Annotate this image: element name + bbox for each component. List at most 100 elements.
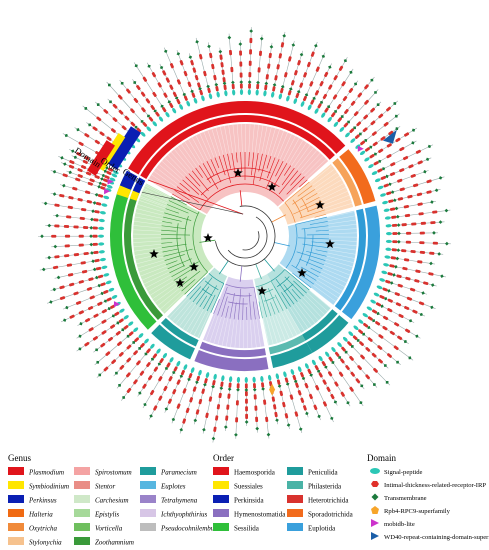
legend-genus-swatch <box>140 467 156 475</box>
transmembrane-diamond <box>411 141 415 145</box>
branch-tip <box>265 300 272 316</box>
transmembrane-diamond <box>160 104 164 108</box>
transmembrane-diamond <box>411 128 416 132</box>
legend-genus-swatch <box>74 509 90 517</box>
irp-domain-hexagon <box>399 168 405 173</box>
irp-domain-hexagon <box>415 149 422 154</box>
tip-leader <box>136 208 164 216</box>
signal-peptide-ellipse <box>271 91 275 98</box>
irp-domain-hexagon <box>430 221 436 225</box>
tip-leader <box>301 152 321 174</box>
signal-peptide-ellipse <box>380 193 386 197</box>
irp-domain-hexagon <box>118 109 124 115</box>
branch-stem <box>225 296 228 303</box>
signal-peptide-ellipse <box>385 232 392 236</box>
irp-domain-hexagon <box>199 89 204 96</box>
irp-domain-hexagon <box>236 383 240 389</box>
branch-tip <box>306 269 319 277</box>
irp-domain-hexagon <box>419 250 426 254</box>
signal-peptide-ellipse <box>213 373 217 380</box>
branch-stem <box>171 260 178 263</box>
irp-domain-hexagon <box>304 382 309 389</box>
irp-domain-hexagon <box>78 310 84 315</box>
legend-domain-hexagon-icon <box>371 481 379 487</box>
signal-peptide-ellipse <box>103 273 110 277</box>
branch-stem <box>284 198 290 203</box>
irp-domain-hexagon <box>352 335 358 341</box>
tip-leader <box>156 167 179 185</box>
irp-domain-hexagon <box>319 81 324 87</box>
branch-arc <box>292 199 303 218</box>
transmembrane-diamond <box>97 185 101 189</box>
tip-leader <box>251 124 255 153</box>
signal-peptide-ellipse <box>327 116 332 123</box>
transmembrane-diamond <box>390 190 395 194</box>
protein-domain-spoke <box>297 366 321 421</box>
irp-domain-hexagon <box>72 186 78 191</box>
irp-domain-hexagon <box>322 401 327 407</box>
branch-stem <box>221 283 225 290</box>
irp-domain-hexagon <box>355 378 361 384</box>
transmembrane-diamond <box>430 283 435 287</box>
transmembrane-diamond <box>121 328 125 332</box>
irp-domain-hexagon <box>230 66 234 73</box>
branch-tip <box>225 311 228 318</box>
irp-domain-hexagon <box>342 95 348 102</box>
transmembrane-diamond <box>372 319 376 323</box>
branch-tip <box>165 262 172 266</box>
branch-tip <box>182 179 195 191</box>
transmembrane-diamond <box>364 138 368 142</box>
tip-leader <box>217 317 225 345</box>
branch-tip <box>305 209 325 217</box>
irp-domain-hexagon <box>96 116 102 122</box>
irp-domain-hexagon <box>194 74 199 81</box>
tip-leader <box>282 135 296 162</box>
protein-domain-spoke <box>45 223 105 230</box>
irp-domain-hexagon <box>176 79 181 85</box>
protein-domain-spoke <box>51 242 105 249</box>
bootstrap-star <box>315 200 325 209</box>
branch-stem <box>185 218 192 221</box>
transmembrane-diamond <box>236 388 240 392</box>
tip-leader <box>160 290 182 310</box>
irp-domain-hexagon <box>383 315 389 321</box>
irp-domain-hexagon <box>389 264 395 268</box>
irp-domain-hexagon <box>73 253 80 257</box>
tip-leader <box>288 140 304 165</box>
irp-domain-hexagon <box>101 330 107 335</box>
transmembrane-diamond <box>376 103 380 106</box>
protein-domain-spoke <box>307 63 332 111</box>
irp-domain-hexagon <box>370 120 376 126</box>
branch-stem <box>300 266 307 271</box>
irp-domain-hexagon <box>185 407 190 414</box>
transmembrane-diamond <box>164 49 168 53</box>
irp-domain-hexagon <box>152 353 158 359</box>
branch-stem <box>296 251 303 254</box>
irp-domain-hexagon <box>77 174 83 178</box>
irp-domain-hexagon <box>158 376 163 382</box>
irp-domain-hexagon <box>93 250 99 255</box>
irp-domain-hexagon <box>248 83 251 89</box>
tip-leader <box>219 126 227 155</box>
irp-domain-hexagon <box>73 225 79 229</box>
branch-tip <box>198 165 208 179</box>
transmembrane-diamond <box>244 388 249 392</box>
branch-stem <box>270 280 275 287</box>
transmembrane-diamond <box>285 382 290 386</box>
classification-rings <box>110 101 380 372</box>
protein-domain-spoke <box>300 52 326 107</box>
protein-domain-spoke <box>345 101 382 138</box>
tip-leader <box>328 232 357 234</box>
irp-domain-hexagon <box>97 274 104 279</box>
signal-peptide-ellipse <box>244 376 248 383</box>
tip-leader <box>140 265 167 277</box>
legend-genus-title: Genus <box>8 453 31 463</box>
irp-domain-hexagon <box>348 87 354 93</box>
irp-domain-hexagon <box>315 66 320 72</box>
branch-tip <box>253 307 256 320</box>
irp-domain-hexagon <box>192 67 197 73</box>
irp-domain-hexagon <box>347 341 352 347</box>
signal-peptide-ellipse <box>353 325 359 331</box>
signal-peptide-ellipse <box>150 343 155 349</box>
irp-domain-hexagon <box>141 107 146 113</box>
